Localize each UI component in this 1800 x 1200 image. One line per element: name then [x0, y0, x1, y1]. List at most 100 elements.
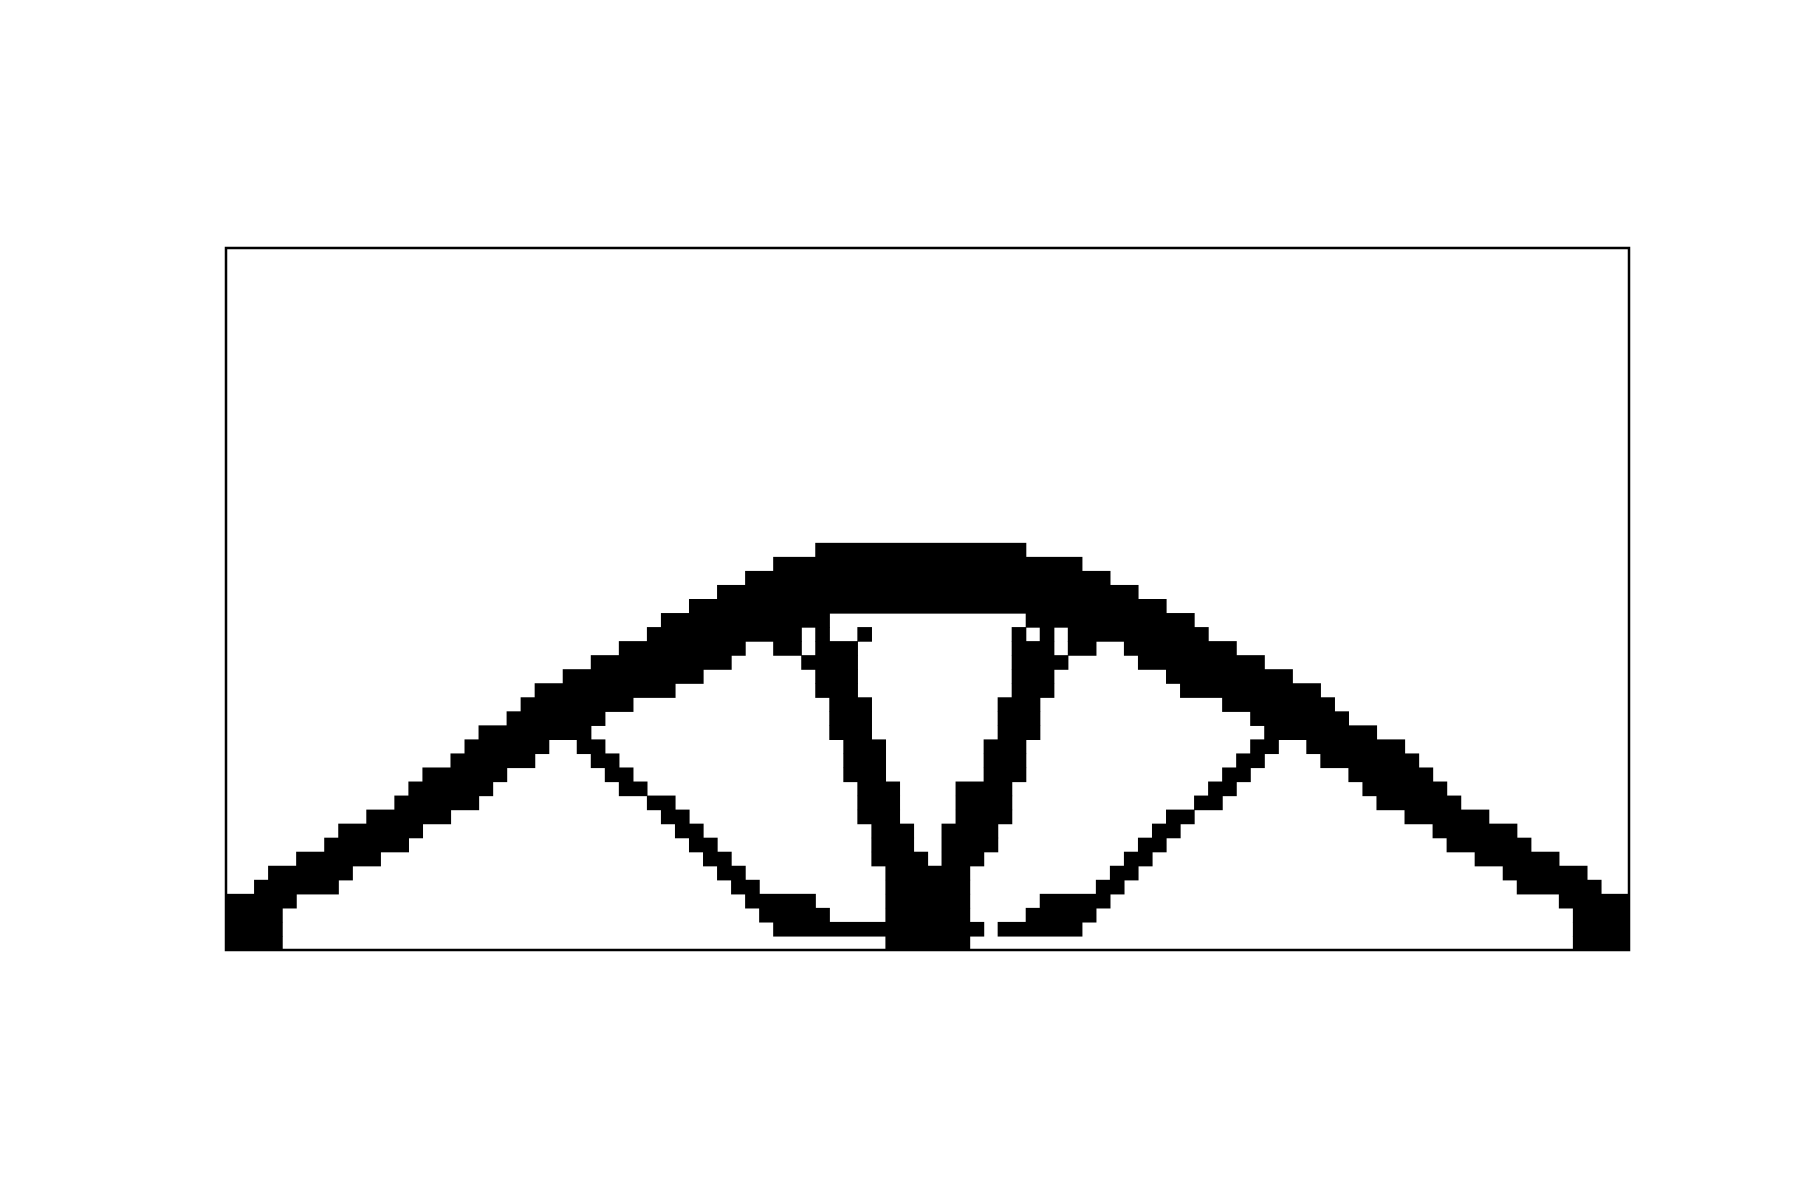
material-cell-run	[688, 599, 1167, 614]
material-cell-run	[759, 907, 830, 923]
material-cell-run	[1011, 683, 1055, 698]
material-cell-run	[646, 795, 676, 811]
material-cell-run	[1362, 781, 1448, 797]
material-cell-run	[1151, 823, 1181, 839]
material-cell-run	[408, 781, 494, 797]
material-cell-run	[450, 753, 536, 769]
material-cell-run	[871, 851, 929, 867]
material-cell-run	[618, 781, 648, 797]
design-domain	[224, 246, 1631, 952]
material-cell-run	[1039, 893, 1111, 909]
material-cell-run	[815, 627, 830, 642]
material-cell-run	[1572, 921, 1630, 937]
material-cell-run	[885, 907, 971, 923]
material-cell-run	[829, 711, 872, 726]
material-cell-run	[1208, 781, 1237, 797]
material-cell-run	[703, 851, 732, 867]
material-cell-run	[226, 935, 283, 951]
material-cell-run	[983, 767, 1027, 783]
material-cell-run	[983, 753, 1027, 769]
material-cell-run	[1572, 907, 1630, 923]
material-cell-run	[646, 627, 802, 642]
material-cell-run	[955, 781, 1013, 797]
material-cell-run	[1348, 767, 1434, 783]
material-cell-run	[717, 865, 746, 881]
material-cell-run	[857, 809, 901, 825]
material-cell-run	[1166, 669, 1293, 684]
material-cell-run	[997, 921, 1083, 937]
material-cell-run	[590, 753, 620, 769]
material-cell-run	[1558, 893, 1630, 909]
material-cell-run	[1025, 907, 1097, 923]
material-cell-run	[955, 795, 1013, 811]
material-cell-run	[1109, 865, 1139, 881]
material-cell-run	[941, 851, 985, 867]
material-cell-run	[562, 669, 704, 684]
material-cell-run	[1474, 851, 1560, 867]
material-cell-run	[1166, 809, 1195, 825]
material-cell-run	[1180, 683, 1321, 698]
material-cell-run	[254, 879, 339, 895]
material-cell-run	[1236, 753, 1265, 769]
material-cell-run	[773, 556, 1083, 572]
material-cell-run	[576, 739, 606, 755]
material-cell-run	[885, 893, 971, 909]
material-cell-run	[941, 823, 999, 839]
material-cell-run	[941, 837, 999, 853]
material-cell-run	[857, 627, 872, 642]
material-cell-run	[324, 837, 409, 853]
material-cell-run	[1376, 795, 1462, 811]
material-cell-run	[268, 865, 353, 881]
material-cell-run	[674, 823, 704, 839]
material-cell-run	[226, 893, 297, 909]
material-cell-run	[1264, 725, 1378, 740]
material-cell-run	[534, 683, 676, 698]
material-cell-run	[843, 739, 887, 755]
material-cell-run	[829, 697, 872, 712]
material-cell-run	[618, 641, 746, 656]
material-cell-run	[1011, 655, 1069, 670]
material-cell-run	[1222, 767, 1251, 783]
material-cell-run	[1502, 865, 1588, 881]
material-cell-run	[1446, 837, 1532, 853]
material-cell-run	[226, 907, 283, 923]
material-cell-run	[506, 711, 606, 726]
material-cell-run	[745, 570, 1111, 586]
material-cell-run	[1516, 879, 1602, 895]
material-cell-run	[604, 767, 634, 783]
material-cell-run	[997, 711, 1041, 726]
material-cell-run	[590, 655, 732, 670]
material-cell-run	[955, 809, 1013, 825]
material-cell-run	[366, 809, 452, 825]
material-cell-run	[464, 739, 550, 755]
material-cell-run	[1404, 809, 1490, 825]
material-cell-run	[815, 669, 858, 684]
material-distribution	[226, 542, 1630, 951]
material-cell-run	[394, 795, 480, 811]
material-cell-run	[1123, 641, 1237, 656]
material-cell-run	[1011, 669, 1055, 684]
material-cell-run	[1137, 837, 1167, 853]
material-cell-run	[1320, 753, 1420, 769]
material-cell-run	[815, 683, 858, 698]
material-cell-run	[1025, 613, 1195, 628]
material-cell-run	[885, 865, 971, 881]
material-cell-run	[520, 697, 634, 712]
material-cell-run	[1306, 739, 1406, 755]
material-cell-run	[983, 739, 1027, 755]
material-cell-run	[478, 725, 592, 740]
material-cell-run	[871, 823, 915, 839]
material-cell-run	[773, 921, 985, 937]
material-cell-run	[773, 641, 802, 656]
material-cell-run	[1067, 641, 1097, 656]
material-cell-run	[871, 837, 915, 853]
material-cell-run	[1250, 711, 1349, 726]
material-cell-run	[1222, 697, 1335, 712]
material-cell-run	[1572, 935, 1630, 951]
material-cell-run	[226, 921, 283, 937]
material-cell-run	[660, 613, 830, 628]
material-cell-run	[843, 767, 887, 783]
material-cell-run	[857, 795, 901, 811]
material-cell-run	[885, 879, 971, 895]
